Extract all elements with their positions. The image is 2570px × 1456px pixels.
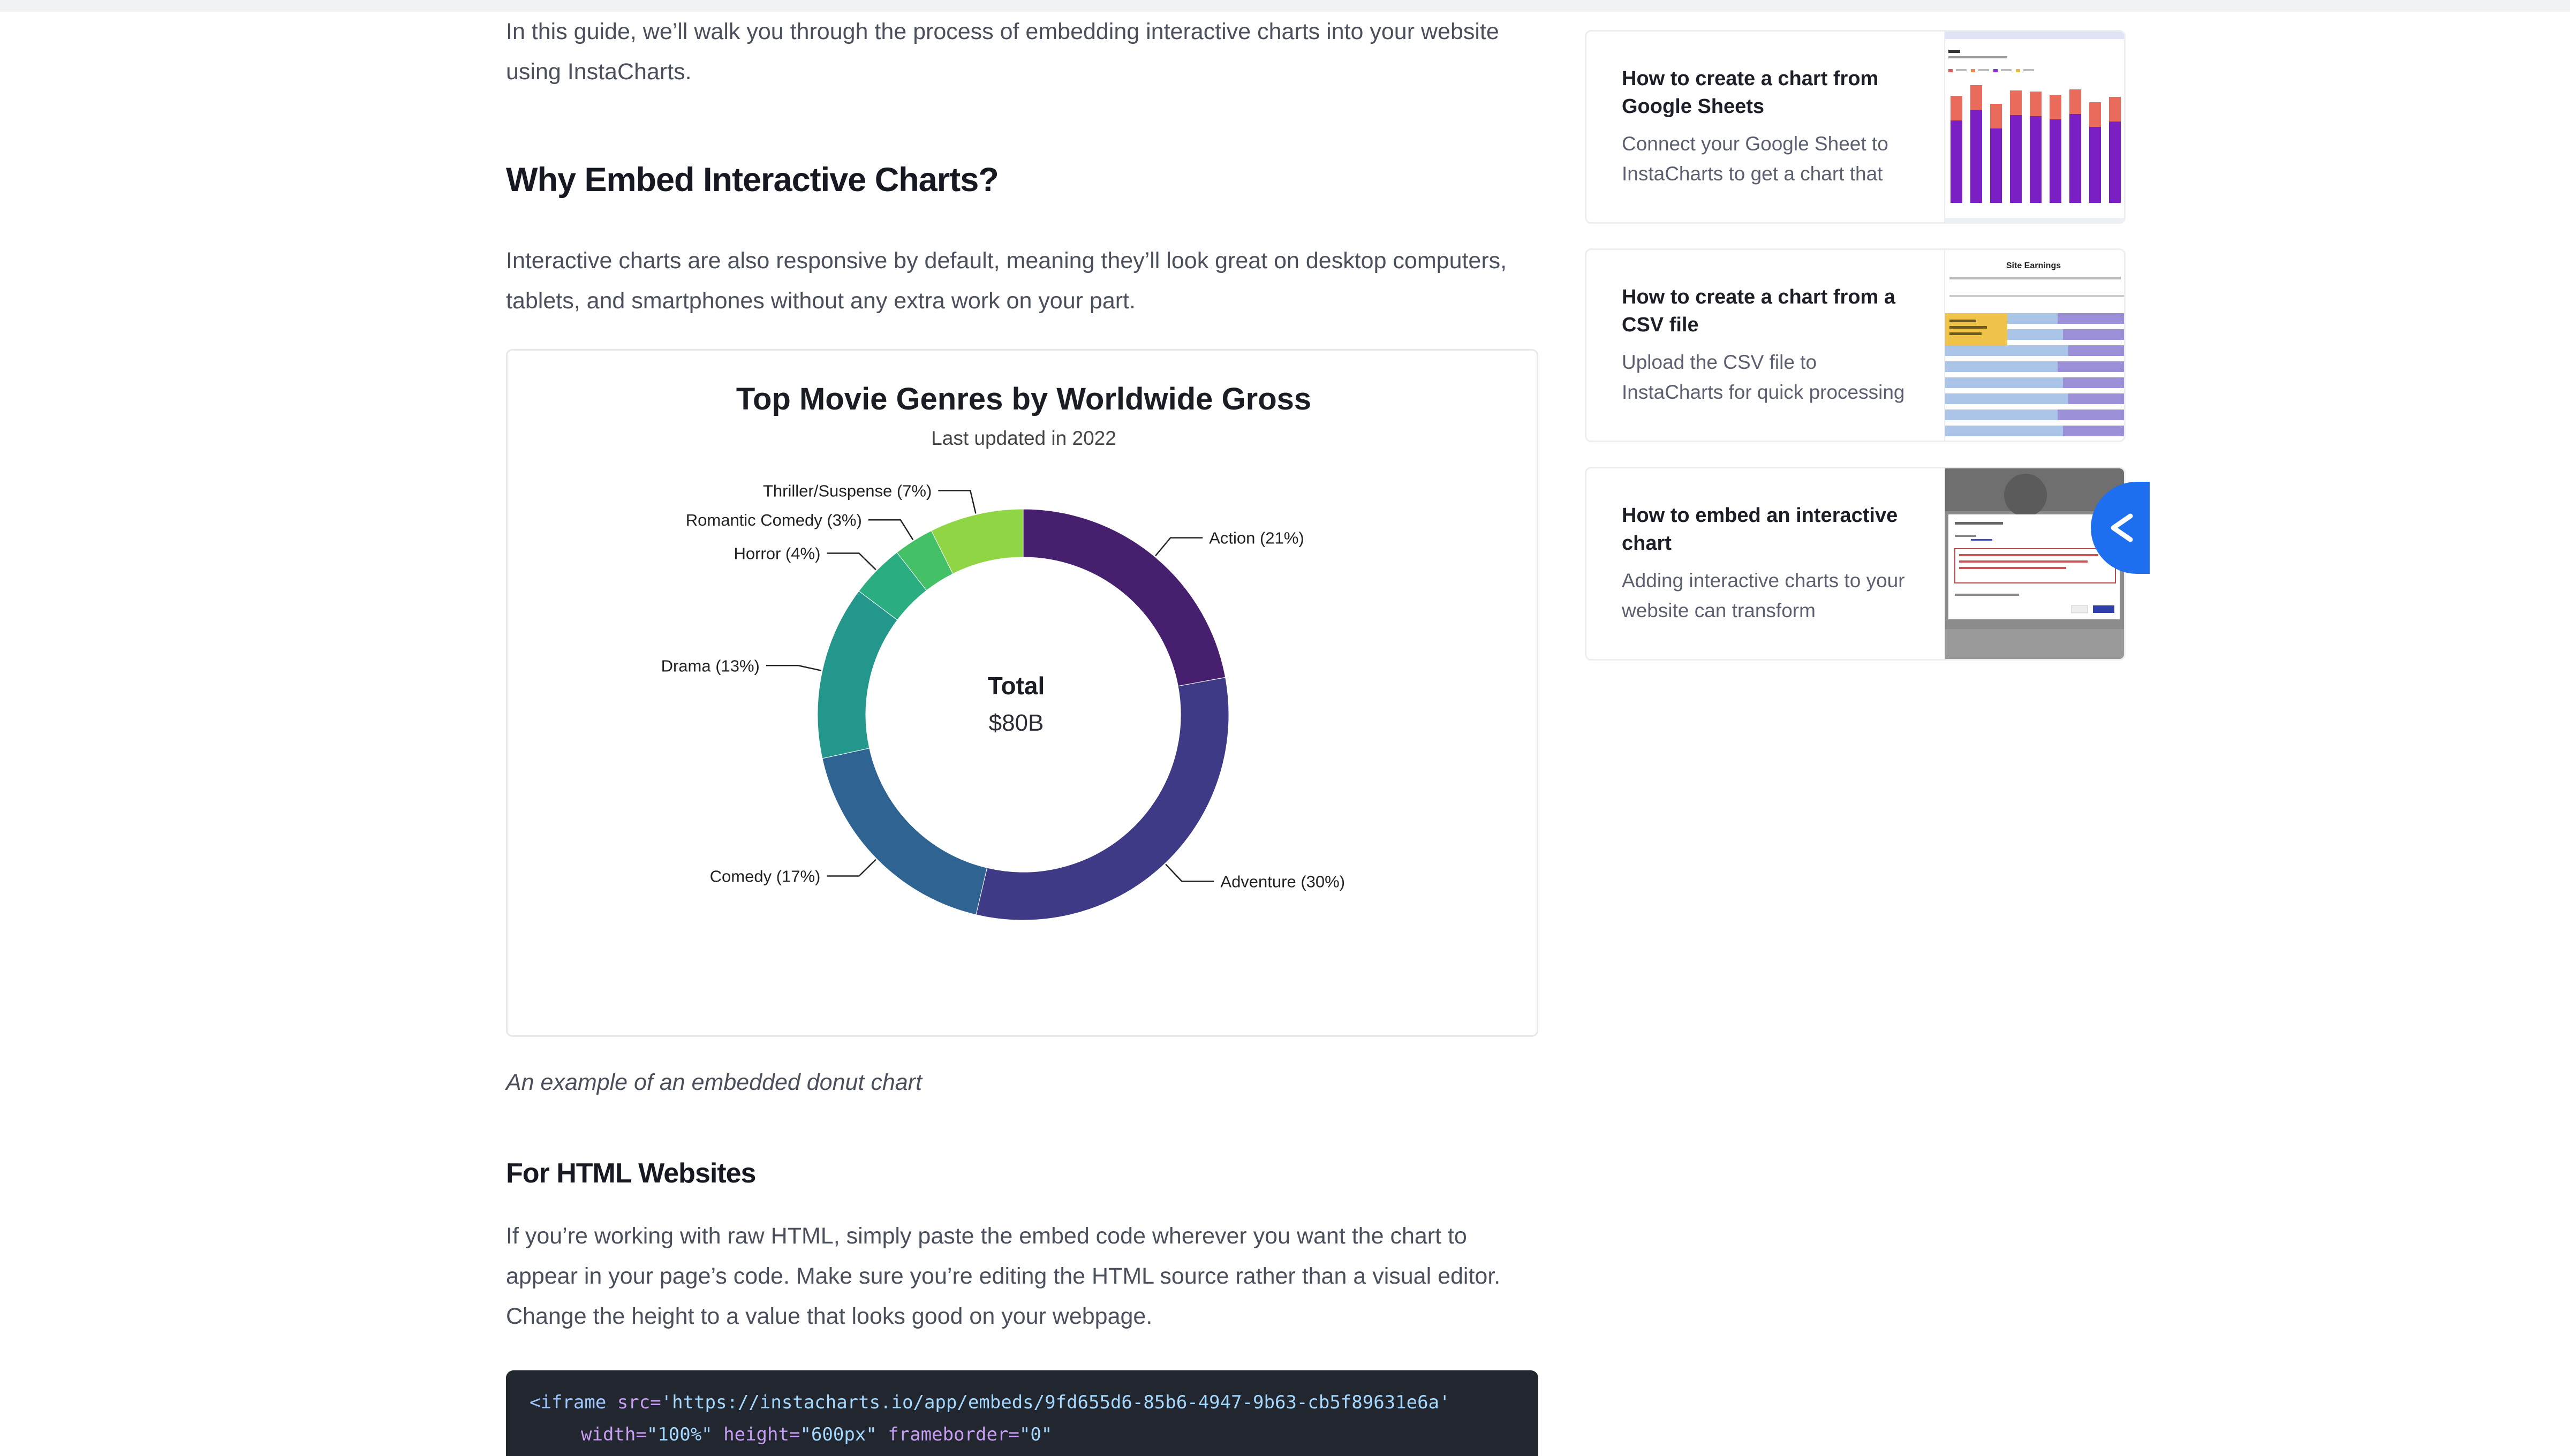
thumb-bar-segment [2050,119,2061,203]
code-attr-height: height= [723,1424,800,1445]
thumb-gantt-segment [2063,426,2124,436]
thumb-gantt-segment [2068,393,2124,404]
thumb-bar-segment [2069,89,2081,114]
thumb-bar-segment [2089,127,2101,203]
responsive-paragraph: Interactive charts are also responsive b… [506,248,1507,314]
related-card-desc: Adding interactive charts to your websit… [1622,570,1905,621]
donut-slice-drama[interactable] [817,590,898,759]
chart-title: Top Movie Genres by Worldwide Gross [736,382,1311,416]
thumb-gantt-segment [2058,410,2124,420]
related-card-thumbnail [1944,468,2124,659]
chart-embed-card[interactable]: Top Movie Genres by Worldwide Gross Last … [506,349,1538,1037]
thumb-bar-segment [1990,128,2002,203]
thumb-bar-segment [2089,102,2101,127]
label-leader-line [1155,537,1203,557]
slice-label-comedy: Comedy (17%) [710,867,821,886]
thumb-bar-segment [2069,114,2081,203]
thumb-bar-segment [2030,92,2042,116]
donut-center-label: Total [988,672,1045,700]
stacked-bar-thumbnail [1945,32,2124,222]
related-card-desc: Connect your Google Sheet to InstaCharts… [1622,133,1888,185]
thumb-gantt-segment [2063,329,2124,340]
donut-slice-comedy[interactable] [822,748,988,915]
label-leader-line [868,519,914,541]
thumb-title: Site Earnings [2006,261,2061,270]
heading-why-embed: Why Embed Interactive Charts? [506,161,999,199]
thumb-bar-segment [1990,104,2002,128]
donut-center-value: $80B [989,710,1044,736]
slice-label-romantic-comedy: Romantic Comedy (3%) [686,511,862,529]
related-card-csv[interactable]: How to create a chart from a CSV file Up… [1585,248,2126,442]
label-leader-line [1165,863,1214,882]
thumb-bar-segment [2010,115,2022,203]
thumb-bar-segment [2050,95,2061,119]
thumb-bar-segment [1951,120,1962,203]
code-attr-src: src= [617,1392,661,1413]
thumb-bar-segment [1970,85,1982,110]
thumb-bar-segment [2010,90,2022,115]
embed-dialog-thumbnail [1945,468,2124,659]
thumb-gantt-segment [2068,345,2124,356]
html-paragraph: If you’re working with raw HTML, simply … [506,1223,1501,1329]
related-card-title: How to embed an interactive chart [1622,504,1898,555]
code-frameborder-value: "0" [1019,1424,1053,1445]
code-line-2: width="100%" height="600px" frameborder=… [581,1424,1052,1445]
label-leader-line [827,859,876,877]
code-height-value: "600px" [800,1424,877,1445]
slice-label-action: Action (21%) [1209,529,1304,548]
related-card-thumbnail [1944,32,2124,222]
thumb-bar-segment [2109,122,2121,203]
embed-code-block[interactable]: <iframe src='https://instacharts.io/app/… [506,1370,1538,1456]
code-line-1: <iframe src='https://instacharts.io/app/… [530,1392,1450,1413]
code-attr-frameborder: frameborder= [888,1424,1019,1445]
related-card-thumbnail: Site Earnings [1944,250,2124,441]
top-bar [0,0,2570,12]
slice-label-drama: Drama (13%) [661,656,760,675]
code-attr-width: width= [581,1424,647,1445]
thumb-gantt-segment [2058,361,2124,372]
share-icon [2111,513,2133,542]
chart-caption: An example of an embedded donut chart [506,1070,922,1095]
donut-slice-action[interactable] [1023,509,1226,687]
thumb-gantt-segment [2063,377,2124,388]
thumb-bar-segment [2030,116,2042,203]
related-card-title: How to create a chart from Google Sheets [1622,67,1879,118]
chart-subtitle: Last updated in 2022 [931,427,1116,449]
intro-paragraph: In this guide, we’ll walk you through th… [506,19,1499,85]
donut-slice-thriller-suspense[interactable] [931,509,1024,574]
slice-label-thriller-suspense: Thriller/Suspense (7%) [763,482,932,500]
thumb-bar-segment [1951,96,1962,120]
related-card-desc: Upload the CSV file to InstaCharts for q… [1622,351,1905,403]
code-width-value: "100%" [646,1424,713,1445]
gantt-thumbnail: Site Earnings [1945,261,2124,436]
donut-slice-adventure[interactable] [976,677,1229,921]
related-card-embed[interactable]: How to embed an interactive chart Adding… [1585,467,2126,661]
heading-html-websites: For HTML Websites [506,1158,756,1189]
donut-chart: Top Movie Genres by Worldwide Gross Last … [661,382,1345,921]
slice-label-adventure: Adventure (30%) [1220,873,1345,891]
code-tag: <iframe [530,1392,607,1413]
label-leader-line [827,552,876,571]
thumb-gantt-segment [2058,313,2124,324]
code-src-value: 'https://instacharts.io/app/embeds/9fd65… [661,1392,1450,1413]
thumb-bar-segment [1970,110,1982,203]
slice-label-horror: Horror (4%) [734,544,820,563]
related-card-google-sheets[interactable]: How to create a chart from Google Sheets… [1585,30,2126,224]
label-leader-line [938,490,977,514]
related-card-title: How to create a chart from a CSV file [1622,286,1896,336]
label-leader-line [766,665,822,671]
thumb-bar-segment [2109,97,2121,122]
